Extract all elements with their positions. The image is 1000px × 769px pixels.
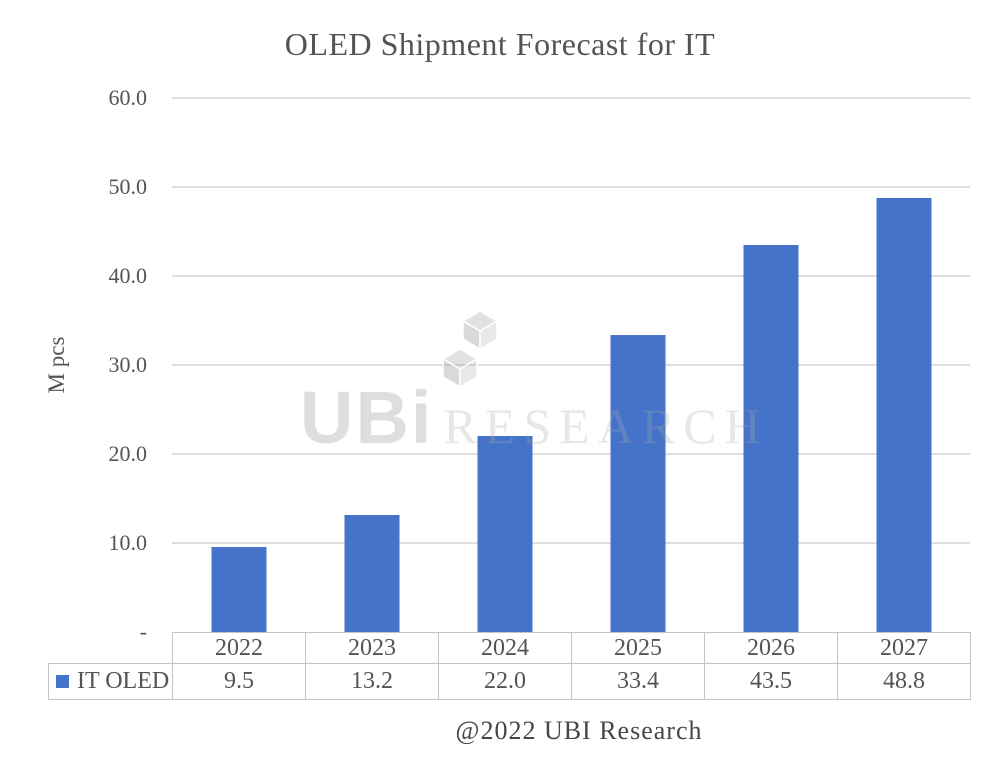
year-cell: 2024: [438, 632, 572, 664]
bar: [876, 197, 931, 632]
y-axis-tick-label: 60.0: [108, 85, 148, 110]
gridline: [172, 364, 970, 366]
y-axis-tick-label: -: [139, 619, 147, 644]
value-cell: 22.0: [438, 663, 572, 700]
bar: [344, 514, 399, 632]
year-cell: 2027: [837, 632, 971, 664]
y-axis-tick-label: 10.0: [108, 530, 148, 555]
y-axis-tick-label: 40.0: [108, 263, 148, 288]
bar: [610, 334, 665, 632]
bar: [211, 547, 266, 632]
gridline: [172, 97, 970, 99]
gridline: [172, 542, 970, 544]
bar: [477, 436, 532, 632]
value-cell: 48.8: [837, 663, 971, 700]
bar-series: [172, 98, 970, 632]
year-cell: 2022: [172, 632, 306, 664]
y-axis-tick-label: 20.0: [108, 441, 148, 466]
legend-series-label: IT OLED: [77, 668, 170, 694]
data-table: 2022 2023 2024 2025 2026 2027 IT OLED 9.5 13.2…: [48, 632, 971, 700]
gridline: [172, 186, 970, 188]
bar-column: [172, 98, 305, 632]
bar: [743, 244, 798, 632]
gridline: [172, 453, 970, 455]
table-value-row: IT OLED 9.5 13.2 22.0 33.4 43.5 48.8: [48, 663, 971, 700]
legend-color-swatch-icon: [56, 675, 69, 688]
table-year-row: 2022 2023 2024 2025 2026 2027: [49, 632, 971, 664]
bar-column: [571, 98, 704, 632]
bar-column: [837, 98, 970, 632]
year-cell: 2026: [704, 632, 838, 664]
source-caption: @2022 UBI Research: [455, 716, 703, 745]
bar-column: [305, 98, 438, 632]
year-cell: 2025: [571, 632, 705, 664]
bar-column: [438, 98, 571, 632]
year-cell: 2023: [305, 632, 439, 664]
legend-cell: IT OLED: [48, 663, 173, 700]
chart-title: OLED Shipment Forecast for IT: [284, 26, 716, 62]
value-cell: 43.5: [704, 663, 838, 700]
bar-column: [704, 98, 837, 632]
plot-area: [172, 97, 970, 632]
y-axis-tick-label: 50.0: [108, 174, 148, 199]
value-cell: 33.4: [571, 663, 705, 700]
value-cell: 9.5: [172, 663, 306, 700]
gridlines: [172, 97, 970, 632]
table-spacer-cell: [49, 633, 173, 664]
y-axis-tick-label: 30.0: [108, 352, 148, 377]
value-cell: 13.2: [305, 663, 439, 700]
gridline: [172, 275, 970, 277]
